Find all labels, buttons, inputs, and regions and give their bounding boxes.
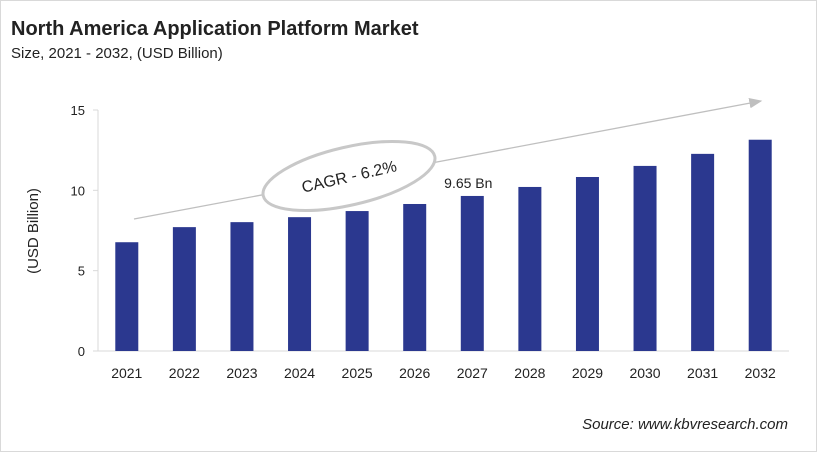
chart-subtitle: Size, 2021 - 2032, (USD Billion): [11, 45, 223, 62]
bar-2028: [518, 186, 542, 351]
bar-2025: [345, 211, 369, 351]
bar-2032: [748, 139, 772, 351]
x-tick-label: 2029: [572, 365, 603, 381]
bar-2022: [172, 227, 196, 351]
y-tick-label: 0: [78, 344, 85, 359]
x-tick-label: 2027: [457, 365, 488, 381]
y-tick-label: 10: [71, 183, 85, 198]
x-tick-label: 2032: [745, 365, 776, 381]
x-tick-label: 2031: [687, 365, 718, 381]
x-tick-label: 2024: [284, 365, 315, 381]
x-tick-label: 2026: [399, 365, 430, 381]
bar-2031: [691, 153, 715, 351]
x-tick-label: 2023: [226, 365, 257, 381]
bar-2024: [288, 217, 312, 351]
cagr-ellipse: [261, 139, 437, 213]
x-tick-label: 2022: [169, 365, 200, 381]
data-label: 9.65 Bn: [444, 175, 492, 191]
y-tick-label: 5: [78, 264, 85, 279]
x-tick-label: 2021: [111, 365, 142, 381]
bar-2021: [115, 242, 139, 351]
bar-2029: [575, 176, 599, 351]
bar-2023: [230, 222, 254, 351]
bar-2030: [633, 165, 657, 351]
bar-2027: [460, 195, 484, 351]
x-tick-label: 2030: [629, 365, 660, 381]
chart-title: North America Application Platform Marke…: [11, 18, 419, 40]
cagr-annotation: CAGR - 6.2%: [261, 139, 437, 213]
x-tick-label: 2028: [514, 365, 545, 381]
x-tick-label: 2025: [342, 365, 373, 381]
trend-arrow: [133, 98, 763, 220]
source-note: Source: www.kbvresearch.com: [582, 416, 788, 433]
bar-2026: [403, 203, 427, 351]
y-axis-label: (USD Billion): [25, 188, 42, 274]
y-tick-label: 15: [71, 103, 85, 118]
